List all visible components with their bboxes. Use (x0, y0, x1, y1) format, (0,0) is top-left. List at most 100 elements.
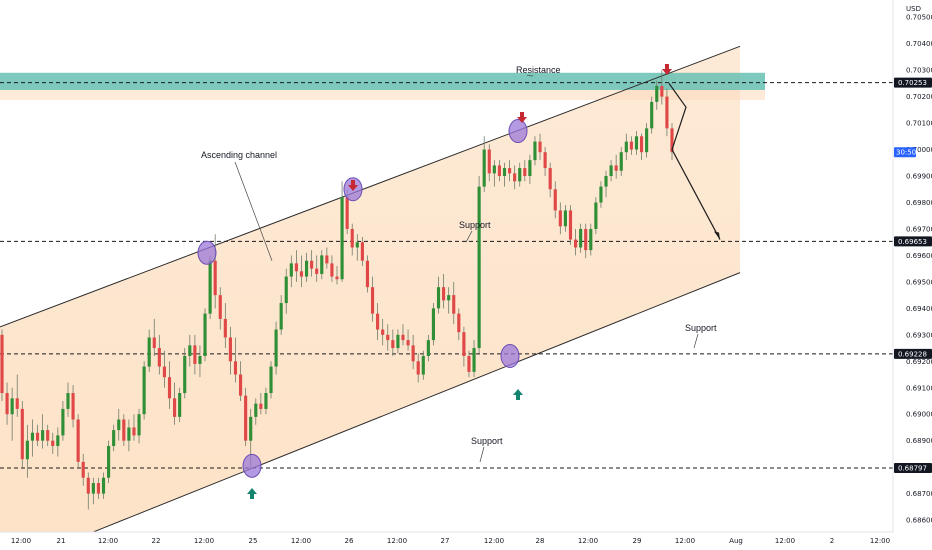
candle-down (411, 345, 415, 362)
candles (0, 70, 674, 510)
touch-point-circle (508, 119, 528, 144)
currency-label: USD (906, 5, 921, 13)
candle-up (249, 416, 253, 441)
time-tick-label: 12:00 (11, 537, 31, 545)
candle-up (137, 414, 141, 436)
candle-down (299, 271, 304, 277)
candle-down (157, 348, 161, 367)
candle-up (421, 355, 425, 375)
candle-down (173, 398, 177, 417)
candle-up (604, 176, 608, 187)
candle-down (81, 461, 85, 478)
channel-fill (0, 46, 740, 534)
time-tick-label: 12:00 (484, 537, 504, 545)
candle-down (310, 260, 314, 269)
candle-up (25, 440, 29, 460)
buy-arrow-icon (513, 389, 523, 400)
candle-up (472, 348, 476, 372)
candle-up (431, 308, 436, 341)
candle-down (152, 337, 156, 349)
current-price-badge-box (894, 147, 916, 158)
price-axis-background (893, 0, 932, 550)
candle-down (573, 239, 578, 248)
channel-touch-points (197, 119, 528, 478)
candle-down (614, 165, 618, 171)
resistance-zone (0, 72, 765, 90)
annotations: Resistance Ascending channel Support Sup… (201, 65, 717, 462)
time-axis[interactable]: 12:00 21 12:00 22 12:00 25 12:00 26 12:00 27 12:00… (0, 531, 932, 550)
candle-down (370, 287, 375, 314)
candle-down (462, 332, 466, 356)
time-tick-label: 12:00 (387, 537, 407, 545)
ascending-channel-pointer (234, 161, 273, 261)
candle-up (127, 427, 131, 441)
level-badge-text: 0.70253 (898, 79, 927, 87)
candle-down (330, 263, 334, 277)
candle-down (5, 393, 9, 415)
time-tick-label: 12:00 (775, 537, 795, 545)
level-badge-box (894, 77, 932, 88)
candle-up (117, 419, 121, 431)
candle-down (193, 345, 197, 364)
candle-up (477, 186, 481, 349)
touch-point-circle (197, 240, 217, 265)
support-label-lower: Support (471, 436, 503, 446)
candle-down (568, 210, 573, 240)
time-tick-label: Aug (729, 537, 743, 545)
candle-up (589, 228, 593, 251)
candle-down (629, 141, 633, 150)
plot-area: Resistance Ascending channel Support Sup… (0, 45, 893, 534)
candle-up (101, 477, 106, 494)
candle-up (269, 366, 273, 394)
sell-arrow-icon (348, 180, 358, 191)
candle-up (340, 197, 344, 280)
candle-down (386, 334, 390, 341)
candle-down (365, 260, 370, 288)
candle-down (381, 329, 385, 335)
candle-down (508, 168, 512, 174)
candle-down (132, 427, 136, 436)
candle-down (228, 337, 232, 362)
candle-down (442, 287, 446, 301)
price-axis[interactable]: USD 0.705000.704000.703000.702000.701000… (892, 0, 932, 550)
candle-up (208, 260, 212, 314)
candle-up (30, 432, 35, 441)
candle-up (650, 101, 654, 129)
candle-down (457, 313, 461, 333)
candle-down (294, 263, 298, 272)
candle-down (96, 483, 101, 494)
candle-down (122, 419, 126, 441)
sell-arrow-icon (662, 64, 672, 75)
candle-down (452, 295, 456, 314)
candle-up (533, 141, 537, 161)
time-tick-label: 26 (345, 537, 354, 545)
candle-down (244, 395, 248, 441)
time-tick-label: 21 (57, 537, 66, 545)
time-tick-label: 12:00 (675, 537, 695, 545)
candle-down (335, 276, 339, 280)
support-pointer-upper (465, 230, 473, 243)
candle-up (645, 128, 649, 153)
candle-up (142, 366, 146, 415)
candle-down (46, 430, 50, 441)
time-tick-labels: 12:00 21 12:00 22 12:00 25 12:00 26 12:00 27 12:00… (11, 537, 890, 545)
candle-up (91, 483, 95, 494)
candle-down (391, 340, 395, 349)
candle-down (558, 210, 562, 227)
time-tick-label: 2 (830, 537, 834, 545)
candle-up (609, 165, 613, 177)
time-tick-label: 28 (536, 537, 545, 545)
candle-up (279, 303, 283, 330)
channel-lower-line (89, 272, 741, 534)
